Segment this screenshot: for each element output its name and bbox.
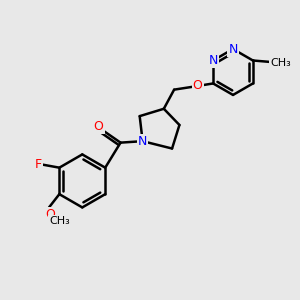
Text: CH₃: CH₃ xyxy=(271,58,291,68)
Text: N: N xyxy=(138,135,147,148)
Text: F: F xyxy=(34,158,42,171)
Text: O: O xyxy=(94,120,103,133)
Text: N: N xyxy=(228,43,238,56)
Text: N: N xyxy=(208,54,218,67)
Text: CH₃: CH₃ xyxy=(49,216,70,226)
Text: O: O xyxy=(193,79,202,92)
Text: O: O xyxy=(46,208,56,221)
